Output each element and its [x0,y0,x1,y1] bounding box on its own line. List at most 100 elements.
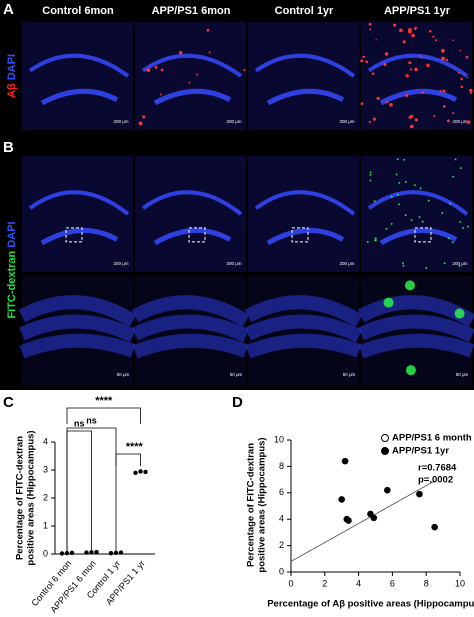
plaque [410,124,414,129]
y-tick-label: 1 [43,520,48,530]
plaque [243,69,246,72]
plaque [146,68,151,72]
data-point [341,457,349,465]
plaque [441,56,445,61]
x-tick-label: 4 [356,578,361,588]
plaque [375,38,377,41]
y-axis-label: Percentage of FITC-dextran [246,443,257,567]
scale-bar-label: 200 μm [452,119,467,124]
plaque [360,59,364,63]
data-point [118,550,124,555]
cell-layer [141,53,243,78]
plaque [160,93,163,96]
row-label: FITC-dextran DAPI [6,221,18,318]
plaque [178,50,183,55]
cell-layer [254,53,356,78]
data-point [431,523,438,531]
y-tick-label: 0 [279,566,284,576]
plaque [360,102,364,106]
legend-marker [381,434,389,442]
dextran-leak [383,297,394,308]
plaque [368,120,371,124]
dextran-leak [366,241,369,244]
scale-bar-label: 200 μm [339,119,354,124]
plaque [421,91,424,94]
zoom-box [188,227,206,243]
dextran-leak [369,179,372,182]
data-point [370,514,378,522]
column-header: APP/PS1 6mon [152,5,231,17]
cell-layer [132,333,249,359]
y-axis-label: positive areas (Hippocampus) [26,430,37,565]
scale-bar-label: 50 μm [456,372,469,377]
dextran-leak [462,226,465,229]
dextran-leak [402,264,405,267]
data-point [384,486,391,494]
plaque [426,63,430,68]
regression-line [290,480,435,562]
dextran-leak [374,238,377,241]
plaque [399,28,403,33]
x-tick-label: 6 [390,578,395,588]
data-point [138,469,143,474]
dextran-leak [458,264,461,267]
micrograph [248,22,359,130]
plaque [385,100,389,104]
plaque [411,33,415,38]
y-tick-label: 2 [43,492,48,502]
dextran-leak [396,158,399,161]
dextran-leak [418,216,421,219]
plaque [383,62,387,67]
y-tick-label: 4 [279,514,284,524]
panel-label: B [3,139,14,156]
dextran-leak [369,171,372,174]
plaque [405,93,409,98]
zoom-box [65,227,83,243]
plaque [445,58,449,62]
dextran-leak [419,187,422,190]
significance-bracket [66,430,92,554]
plaque [196,73,199,76]
plaque [452,39,455,42]
cell-layer [40,228,119,246]
dextran-leak [447,237,450,240]
y-tick-label: 6 [279,487,284,497]
data-point [133,470,138,475]
significance-bracket [115,453,141,466]
micrograph [22,22,133,130]
cell-layer [28,190,130,216]
cell-layer [245,314,363,343]
dextran-leak [443,262,446,265]
scale-bar-label: 50 μm [343,372,356,377]
x-tick-label: 10 [455,578,465,588]
plaque [469,88,473,93]
dextran-leak [397,193,400,196]
chart-d: 0 2 4 6 8 10 0 2 4 6 8 10 Percentage of Aβ positive … [246,433,474,610]
plaque [142,115,146,119]
cell-layer [40,88,119,106]
micrograph [135,22,246,130]
cell-layer [254,190,356,216]
dextran-leak [404,280,415,291]
panel-label: D [232,394,243,411]
row-label-stain: DAPI [6,221,18,247]
column-header: Control 1yr [275,5,334,17]
row-label-stain: DAPI [6,54,18,80]
dextran-leak [459,220,462,223]
y-tick-label: 10 [274,434,284,444]
data-point [84,550,89,555]
cell-layer [131,295,250,327]
plaque [459,49,462,52]
x-tick-label: 8 [424,578,429,588]
plaque [435,39,438,42]
dextran-leak [374,237,377,240]
plaque [446,119,450,123]
row-label-stain: Aβ [6,83,18,98]
plaque [409,68,413,71]
y-axis-label: Percentage of FITC-dextran [15,436,26,560]
data-point [94,549,99,555]
plaque [160,68,164,72]
panel-label: C [3,394,14,411]
plaque [442,105,446,108]
plaque [393,23,397,27]
